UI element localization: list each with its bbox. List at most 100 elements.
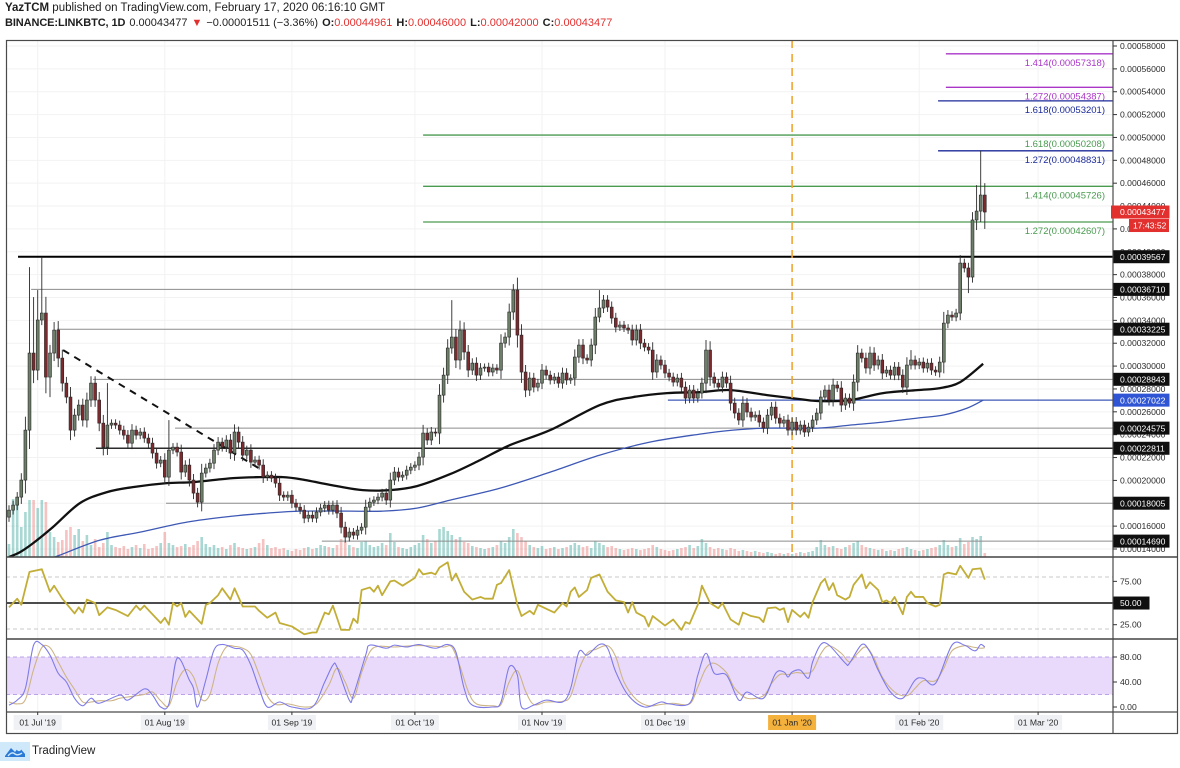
high-value: 0.00046000 xyxy=(408,17,467,29)
candle xyxy=(81,398,85,427)
candle-body xyxy=(675,377,680,383)
volume-bar xyxy=(122,546,126,557)
candle xyxy=(708,341,712,386)
volume-bar xyxy=(876,550,880,557)
candle xyxy=(687,385,692,404)
volume-bar xyxy=(827,547,831,557)
time-axis[interactable] xyxy=(6,712,1113,733)
candle-body xyxy=(130,429,134,444)
candle-body xyxy=(76,404,81,416)
candle-body xyxy=(523,371,528,391)
level-price-badge xyxy=(1113,393,1170,407)
volume-bar xyxy=(581,547,585,557)
volume-bar xyxy=(799,552,802,557)
candle-body xyxy=(880,359,885,374)
volume-bar xyxy=(151,548,154,557)
candle xyxy=(163,453,167,484)
volume-bar xyxy=(249,548,253,557)
volume-bar xyxy=(753,551,757,557)
volume-bar xyxy=(348,545,351,557)
candle xyxy=(228,434,233,460)
candle xyxy=(847,393,852,408)
candle-body xyxy=(171,446,175,451)
candle-body xyxy=(429,431,434,441)
candle-body xyxy=(89,382,93,401)
volume-bar xyxy=(676,549,679,557)
volume-bar xyxy=(544,549,548,557)
volume-bar xyxy=(393,542,396,557)
volume-bar xyxy=(77,529,80,557)
symbol-name[interactable]: BINANCE:LINKBTC, 1D xyxy=(5,17,126,29)
volume-bar xyxy=(376,546,380,557)
candle-body xyxy=(942,322,946,363)
candle xyxy=(175,442,179,457)
tradingview-logo-icon xyxy=(0,741,30,761)
candle xyxy=(782,416,786,428)
volume-bar xyxy=(626,549,630,557)
candle-body xyxy=(52,329,56,354)
volume-bar xyxy=(389,533,392,557)
volume-bar xyxy=(114,547,117,557)
candle xyxy=(187,458,192,487)
volume-bar xyxy=(663,550,667,557)
candle xyxy=(609,301,614,324)
rsi-tick-label: 50.00 xyxy=(1120,598,1142,608)
candle xyxy=(158,456,163,468)
candle xyxy=(167,420,171,486)
volume-bar xyxy=(28,500,31,557)
candle xyxy=(454,329,458,369)
volume-bar xyxy=(466,543,470,557)
candle-body xyxy=(392,471,397,481)
price-tick-label: 0.00014000 xyxy=(1120,544,1166,554)
candle xyxy=(515,277,520,348)
volume-bar xyxy=(532,547,536,557)
volume-bar xyxy=(573,543,577,557)
tradingview-brand-link[interactable]: TradingView xyxy=(0,741,95,761)
volume-bar xyxy=(864,547,868,557)
candle xyxy=(794,417,798,436)
volume-bar xyxy=(942,540,946,557)
candle-body xyxy=(630,329,634,341)
volume-bar xyxy=(770,553,773,557)
candle xyxy=(208,458,212,473)
candle xyxy=(868,346,872,375)
candle xyxy=(605,295,610,312)
candle-body xyxy=(659,359,663,366)
ohlc-close: C: 0.00043477 xyxy=(543,16,613,31)
candle-body xyxy=(679,377,684,388)
volume-bar xyxy=(647,548,650,557)
candle xyxy=(93,376,97,407)
candle xyxy=(523,364,528,398)
candle-body xyxy=(228,439,233,454)
price-axis[interactable] xyxy=(1113,40,1178,712)
moving-average-line xyxy=(8,362,984,557)
candle xyxy=(7,505,11,522)
author-name[interactable]: YazTCM xyxy=(5,2,50,14)
volume-bar xyxy=(721,549,724,557)
volume-bar xyxy=(917,551,921,557)
candle xyxy=(716,378,721,392)
price-tick-label: 0.00058000 xyxy=(1120,41,1166,51)
candle xyxy=(507,303,511,346)
candle xyxy=(429,427,434,446)
volume-bar xyxy=(89,545,93,557)
candle xyxy=(937,356,942,378)
volume-bar xyxy=(200,537,203,557)
level-price-badge xyxy=(1113,421,1170,435)
candle-body xyxy=(384,492,388,501)
candle-body xyxy=(261,464,265,478)
candle-body xyxy=(872,352,876,366)
level-price-badge xyxy=(1113,496,1170,510)
volume-bar xyxy=(630,548,634,557)
candle xyxy=(343,521,347,543)
level-price-badge xyxy=(1113,372,1170,386)
level-price-label: 0.00028843 xyxy=(1120,375,1166,385)
candle xyxy=(839,381,844,412)
candle-body xyxy=(671,376,675,383)
candle-body xyxy=(843,397,848,406)
candle-body xyxy=(618,324,622,328)
candle-body xyxy=(609,306,614,319)
grid-lines xyxy=(6,40,1113,712)
level-price-label: 0.00014690 xyxy=(1120,536,1166,546)
